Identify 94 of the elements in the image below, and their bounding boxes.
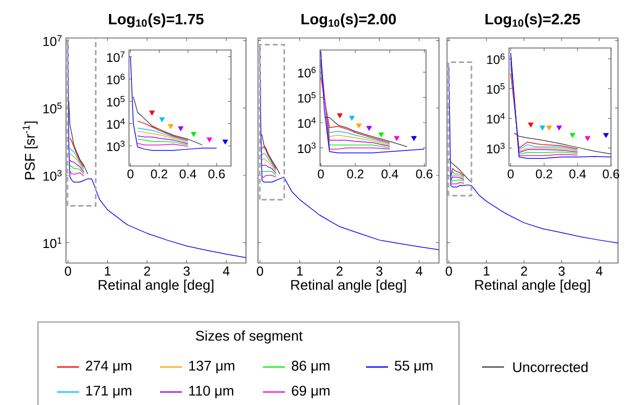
point xyxy=(394,136,400,141)
chart-title: Log$_{10}$(s)=2.00 xyxy=(302,13,396,28)
point xyxy=(337,113,343,118)
legend-label: 137 μm xyxy=(189,360,234,374)
x-tick-label: 4 xyxy=(222,266,230,276)
legend-label: 274 μm xyxy=(86,360,132,374)
line-series xyxy=(137,127,188,142)
x-tick-label: 0.2 xyxy=(536,169,552,178)
y-tick-label: 10$^{3}$ xyxy=(487,142,505,154)
x-tick-label: 4 xyxy=(596,266,602,276)
legend-label: 171 μm xyxy=(86,386,132,398)
x-tick-label: 2 xyxy=(144,266,150,276)
x-tick-label: 0.4 xyxy=(180,169,196,178)
x-tick-label: 0 xyxy=(256,266,264,276)
y-tick-label: 10$^{4}$ xyxy=(487,112,505,124)
x-tick-label: 1 xyxy=(297,266,303,276)
x-axis-title: Retinal angle [deg] xyxy=(475,279,590,292)
point xyxy=(411,136,417,141)
point xyxy=(584,136,590,141)
x-tick-label: 0 xyxy=(127,169,134,178)
line-series xyxy=(137,135,188,144)
line-series xyxy=(514,132,612,154)
x-tick-label: 0.6 xyxy=(416,169,432,178)
x-tick-label: 4 xyxy=(416,266,422,276)
x-tick-label: 1 xyxy=(484,266,490,276)
y-tick-label: 10$^{5}$ xyxy=(107,96,125,106)
point xyxy=(349,116,355,120)
line-series xyxy=(70,148,84,169)
x-tick-label: 0.4 xyxy=(382,169,398,178)
y-tick-label: 10$^{3}$ xyxy=(298,142,316,153)
point xyxy=(546,125,552,130)
line-series xyxy=(70,164,84,174)
legend-label: 55 μm xyxy=(394,360,432,373)
y-tick-label: 10$^{4}$ xyxy=(298,117,316,128)
x-axis-title: Retinal angle [deg] xyxy=(98,279,214,292)
point xyxy=(168,124,174,129)
y-tick-label: 10$^{3}$ xyxy=(43,170,62,181)
chart-title: Log$_{10}$(s)=2.25 xyxy=(486,13,580,28)
y-tick-label: 10$^{7}$ xyxy=(43,35,62,46)
point xyxy=(556,125,562,130)
line-series xyxy=(324,116,408,147)
x-tick-label: 0.4 xyxy=(569,169,586,178)
x-tick-label: 2 xyxy=(336,266,343,276)
line-series xyxy=(70,152,84,171)
x-tick-label: 0.6 xyxy=(602,169,620,178)
point xyxy=(356,123,362,128)
point xyxy=(528,122,534,128)
y-tick-label: 10$^{6}$ xyxy=(298,66,316,78)
y-tick-label: 10$^{5}$ xyxy=(487,83,505,94)
legend-label: 110 μm xyxy=(189,386,234,398)
point xyxy=(190,132,196,137)
y-tick-label: 10$^{5}$ xyxy=(298,92,316,102)
point xyxy=(540,125,546,130)
y-tick-label: 10$^{6}$ xyxy=(487,53,505,64)
line-series xyxy=(68,100,88,174)
x-tick-label: 3 xyxy=(184,266,190,276)
x-tick-label: 0 xyxy=(318,169,324,178)
legend-title: Sizes of segment xyxy=(196,330,303,344)
x-tick-label: 0 xyxy=(446,266,452,276)
legend-label: 86 μm xyxy=(292,360,330,374)
y-tick-label: 10$^{4}$ xyxy=(107,118,125,129)
x-tick-label: 0.2 xyxy=(150,169,168,178)
line-series xyxy=(70,160,84,172)
point xyxy=(178,126,184,132)
y-tick-label: 10$^{5}$ xyxy=(43,102,62,114)
x-tick-label: 0 xyxy=(64,266,72,276)
y-tick-label: 10$^{3}$ xyxy=(107,140,125,151)
chart-title: Log$_{10}$(s)=1.75 xyxy=(109,13,204,28)
y-axis-title: PSF [sr$^{-1}$] xyxy=(22,121,38,180)
point xyxy=(378,132,384,138)
y-tick-label: 10$^{6}$ xyxy=(107,73,125,84)
point xyxy=(159,117,165,122)
line-series xyxy=(70,137,84,167)
x-tick-label: 0.6 xyxy=(208,169,225,178)
x-tick-label: 1 xyxy=(104,266,111,276)
x-tick-label: 3 xyxy=(376,266,382,276)
point xyxy=(603,132,609,138)
y-tick-label: 10$^{7}$ xyxy=(107,51,125,62)
point xyxy=(149,110,155,116)
x-tick-label: 2 xyxy=(521,266,528,276)
legend-label: Uncorrected xyxy=(513,362,588,372)
y-tick-label: 10$^{1}$ xyxy=(43,237,62,248)
x-tick-label: 3 xyxy=(558,266,565,276)
line-series xyxy=(137,130,188,143)
point xyxy=(222,139,228,144)
x-axis-title: Retinal angle [deg] xyxy=(291,279,406,292)
line-series xyxy=(132,96,203,146)
line-series xyxy=(137,120,188,140)
point xyxy=(570,132,576,138)
point xyxy=(206,137,212,142)
legend-label: 69 μm xyxy=(292,386,330,398)
point xyxy=(366,126,372,131)
x-tick-label: 0.2 xyxy=(347,169,364,178)
x-tick-label: 0 xyxy=(508,169,514,178)
